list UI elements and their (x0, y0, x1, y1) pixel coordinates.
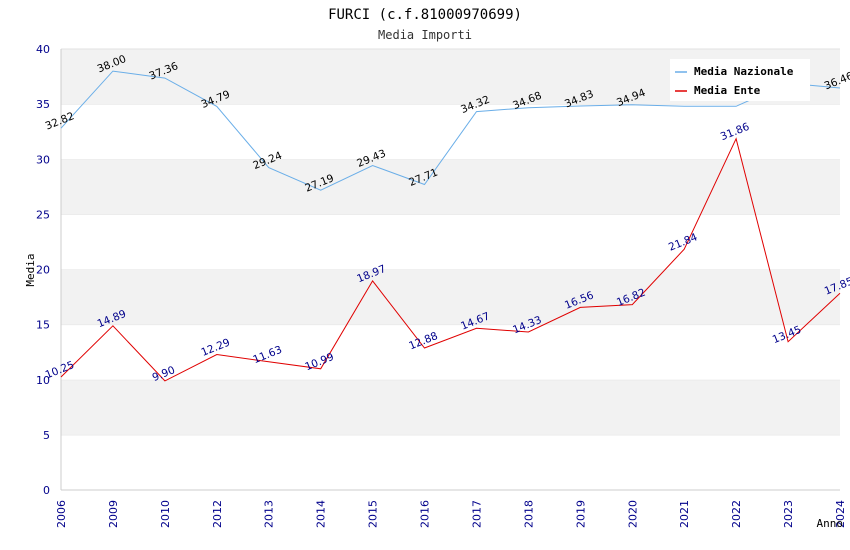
grid-band (61, 269, 840, 325)
grid-band (61, 214, 840, 270)
x-tick-label: 2010 (159, 500, 172, 528)
y-tick-label: 40 (36, 43, 50, 56)
x-tick-label: 2015 (367, 500, 380, 528)
series-line-media-ente (60, 137, 841, 382)
x-tick-label: 2023 (782, 500, 795, 528)
x-tick-label: 2021 (678, 500, 691, 528)
x-tick-label: 2017 (470, 500, 483, 528)
y-tick-label: 10 (36, 374, 50, 387)
legend-box (670, 59, 810, 101)
y-tick-label: 30 (36, 153, 50, 166)
x-tick-label: 2024 (834, 500, 847, 528)
axes (60, 49, 840, 491)
x-tick-label: 2022 (730, 500, 743, 528)
grid-band (61, 379, 840, 435)
grid-band (61, 159, 840, 215)
y-axis-label: Media (24, 253, 37, 286)
x-tick-label: 2018 (522, 500, 535, 528)
grid-bands (61, 48, 840, 490)
legend-label-media-ente: Media Ente (694, 84, 761, 97)
x-tick-label: 2006 (55, 500, 68, 528)
series-lines (60, 70, 841, 382)
grid-band (61, 104, 840, 160)
x-tick-label: 2014 (315, 500, 328, 528)
chart-subtitle: Media Importi (378, 28, 472, 42)
x-tick-label: 2013 (263, 500, 276, 528)
x-tick-label: 2012 (211, 500, 224, 528)
y-tick-label: 35 (36, 98, 50, 111)
legend: Media Nazionale Media Ente (670, 59, 810, 101)
y-tick-label: 5 (43, 429, 50, 442)
legend-label-media-nazionale: Media Nazionale (694, 65, 794, 78)
grid-band (61, 434, 840, 490)
y-tick-label: 15 (36, 319, 50, 332)
y-tick-label: 25 (36, 208, 50, 221)
x-tick-labels: 2006 2009 2010 2012 2013 2014 2015 2016 2017 2018… (55, 500, 847, 528)
y-tick-label: 0 (43, 484, 50, 497)
chart-title: FURCI (c.f.81000970699) (328, 7, 522, 23)
grid-band (61, 324, 840, 380)
x-tick-label: 2009 (107, 500, 120, 528)
x-tick-label: 2016 (419, 500, 432, 528)
y-tick-labels: 0 5 10 15 20 25 30 35 40 (36, 43, 50, 497)
x-axis-label: Anno (817, 517, 844, 530)
x-tick-label: 2019 (574, 500, 587, 528)
y-tick-label: 20 (36, 264, 50, 277)
x-tick-label: 2020 (626, 500, 639, 528)
series-line-media-nazionale (60, 70, 841, 191)
